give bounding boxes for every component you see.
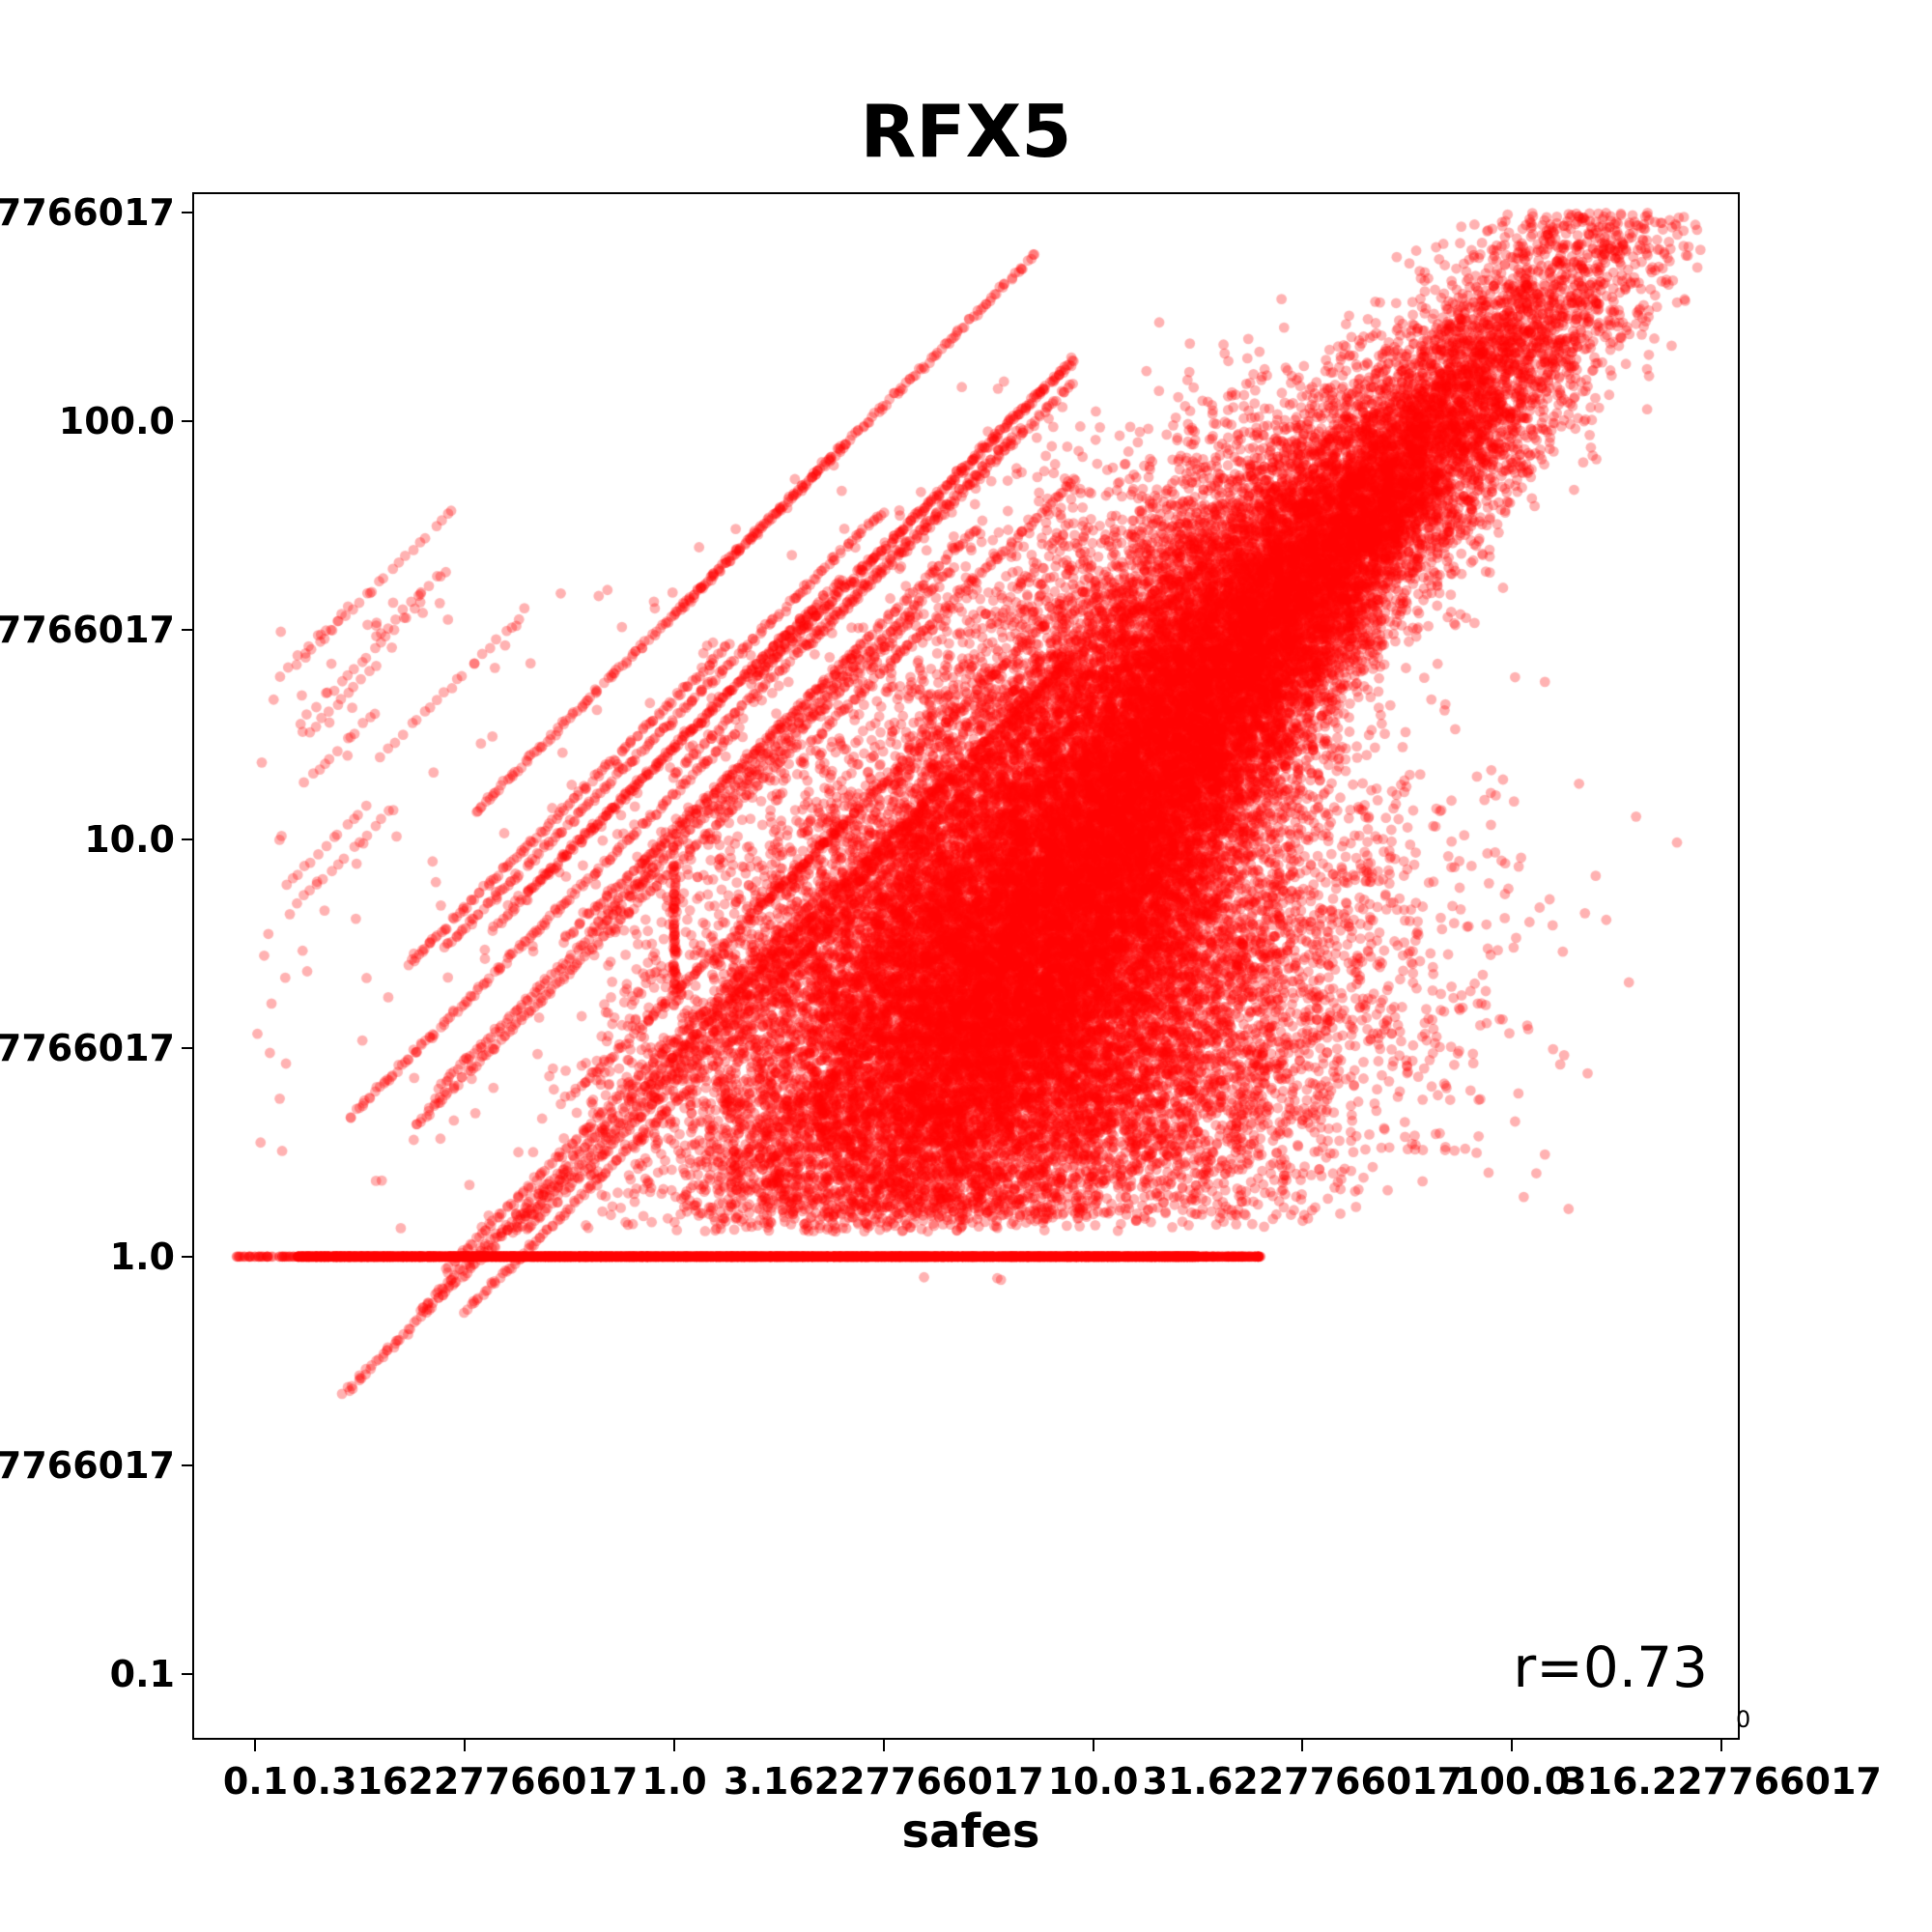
x-tick-label: 10.0 bbox=[1047, 1760, 1139, 1803]
x-axis-label: safes bbox=[901, 1804, 1040, 1859]
x-tick-mark bbox=[1719, 1740, 1722, 1751]
x-tick-label: 3.16227766017 bbox=[723, 1760, 1044, 1803]
x-tick-mark bbox=[464, 1740, 467, 1751]
y-tick-mark bbox=[182, 420, 193, 423]
x-tick-mark bbox=[1511, 1740, 1514, 1751]
correlation-annotation: r=0.73 bbox=[1513, 1634, 1708, 1700]
y-tick-mark bbox=[182, 1046, 193, 1049]
x-tick-label: 31.6227766017 bbox=[1142, 1760, 1463, 1803]
y-tick-mark bbox=[182, 1255, 193, 1258]
x-tick-label: 0.316227766017 bbox=[292, 1760, 639, 1803]
y-tick-mark bbox=[182, 212, 193, 214]
y-tick-label: 0.316227766017 bbox=[0, 1443, 175, 1487]
y-tick-label: 10.0 bbox=[84, 817, 175, 861]
x-tick-mark bbox=[1301, 1740, 1304, 1751]
corner-tick-artifact: 0 bbox=[1736, 1706, 1751, 1733]
y-tick-label: 1.0 bbox=[109, 1235, 175, 1278]
y-tick-label: 316.227766017 bbox=[0, 191, 175, 235]
y-tick-label: 31.6227766017 bbox=[0, 609, 175, 652]
y-tick-mark bbox=[182, 838, 193, 840]
y-tick-label: 100.0 bbox=[58, 400, 175, 443]
x-tick-label: 1.0 bbox=[641, 1760, 707, 1803]
plot-frame bbox=[192, 192, 1740, 1740]
x-tick-mark bbox=[882, 1740, 885, 1751]
x-tick-label: 316.227766017 bbox=[1561, 1760, 1882, 1803]
y-tick-label: 3.16227766017 bbox=[0, 1026, 175, 1069]
y-tick-mark bbox=[182, 629, 193, 632]
x-tick-label: 100.0 bbox=[1454, 1760, 1571, 1803]
x-tick-mark bbox=[673, 1740, 676, 1751]
y-tick-mark bbox=[182, 1673, 193, 1676]
x-tick-mark bbox=[254, 1740, 257, 1751]
y-tick-label: 0.1 bbox=[109, 1653, 175, 1696]
y-tick-mark bbox=[182, 1463, 193, 1466]
x-tick-label: 0.1 bbox=[222, 1760, 289, 1803]
chart-title: RFX5 bbox=[860, 89, 1072, 174]
x-tick-mark bbox=[1092, 1740, 1094, 1751]
